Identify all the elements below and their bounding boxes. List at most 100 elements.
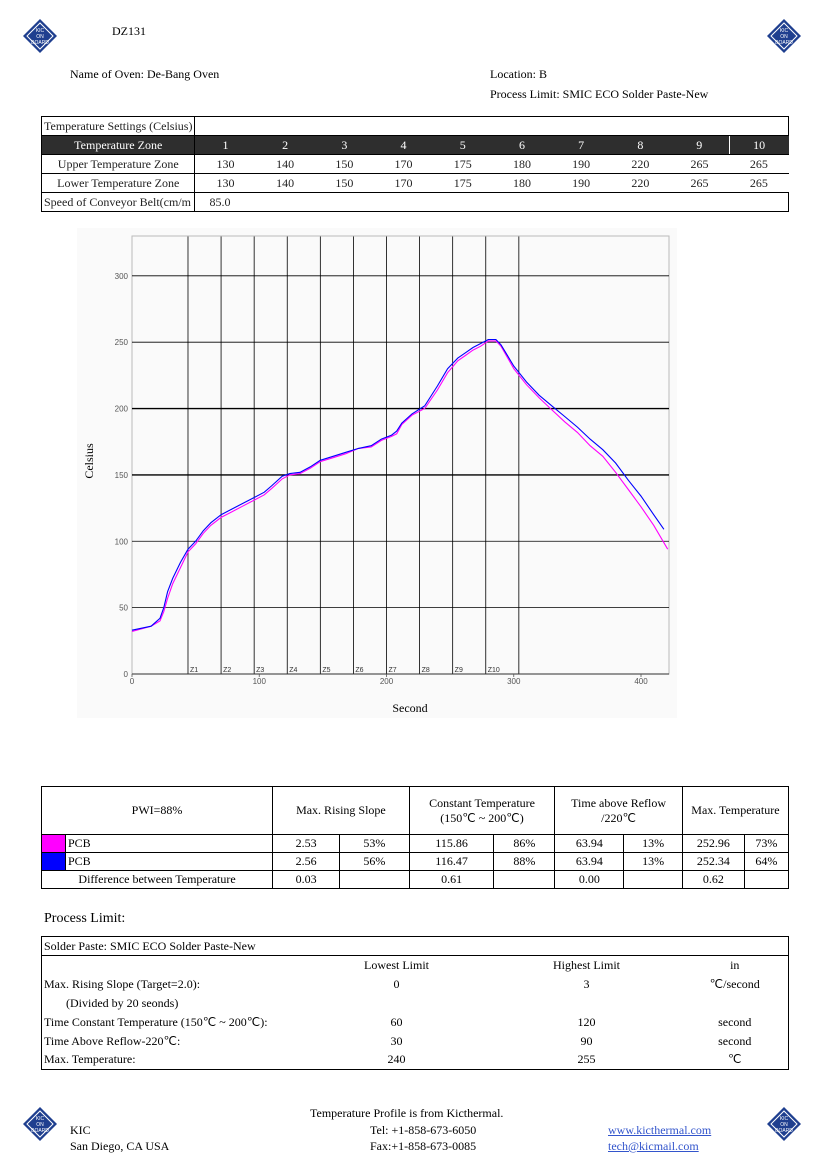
zone-label: Temperature Zone <box>40 135 196 155</box>
limit-high: 3 <box>583 976 590 991</box>
svg-text:BOARD: BOARD <box>775 1128 793 1134</box>
svg-text:ON: ON <box>780 1122 788 1128</box>
zone-cell: 3 <box>314 135 374 155</box>
kic-logo-top-left: KIC ON BOARD <box>22 18 58 54</box>
footer-company: KIC <box>70 1123 91 1137</box>
svg-text:BOARD: BOARD <box>775 40 793 46</box>
limit-low: 60 <box>390 1014 403 1029</box>
col-max: Max. Temperature <box>681 786 790 835</box>
reflow-pct: 13% <box>623 852 683 871</box>
y-tick-label: 50 <box>119 604 128 613</box>
svg-text:KIC: KIC <box>780 1116 789 1122</box>
y-tick-label: 150 <box>115 471 129 480</box>
lower-cell: 170 <box>373 173 434 193</box>
diff-max: 0.62 <box>681 870 745 889</box>
lower-cell: 265 <box>669 173 730 193</box>
slope-pct: 56% <box>339 852 410 871</box>
limit-row: Time Constant Temperature (150℃ ~ 200℃):… <box>42 1013 789 1032</box>
reflow-value: 63.94 <box>554 852 625 871</box>
limit-label: Time Constant Temperature (150℃ ~ 200℃): <box>44 1014 268 1029</box>
speed-value: 85.0 <box>194 192 789 212</box>
zone-cell: 8 <box>610 135 670 155</box>
const-value: 116.47 <box>408 852 495 871</box>
zone-cell: 9 <box>669 135 730 155</box>
series-line-magenta <box>131 340 669 633</box>
footer-website-link[interactable]: www.kicthermal.com <box>608 1123 712 1137</box>
limit-high: 120 <box>577 1014 596 1029</box>
limit-unit: second <box>718 1014 752 1029</box>
upper-cell: 140 <box>255 154 315 174</box>
upper-cell: 220 <box>610 154 670 174</box>
col-reflow-1: Time above Reflow <box>571 795 667 810</box>
svg-text:BOARD: BOARD <box>31 1128 49 1134</box>
diff-label: Difference between Temperature <box>40 870 274 889</box>
zone-label: Z10 <box>488 667 500 674</box>
diff-const: 0.61 <box>408 870 495 889</box>
y-tick-label: 300 <box>115 272 129 281</box>
max-value: 252.96 <box>681 834 745 853</box>
zone-label: Z5 <box>322 667 330 674</box>
zone-cell: 7 <box>551 135 611 155</box>
slope-pct: 53% <box>339 834 410 853</box>
limit-high: 90 <box>580 1033 593 1048</box>
zone-label: Z4 <box>289 667 297 674</box>
limit-unit: ℃ <box>728 1052 742 1067</box>
zone-cell: 4 <box>373 135 434 155</box>
const-pct: 86% <box>493 834 556 853</box>
temperature-settings-table: Temperature Settings (Celsius) Temperatu… <box>40 116 789 212</box>
lower-cell: 140 <box>255 173 315 193</box>
upper-cell: 150 <box>314 154 374 174</box>
speed-label: Speed of Conveyor Belt(cm/m <box>40 192 196 212</box>
zone-lines: Z1 Z2 Z3 Z4 Z5 Z6 Z7 Z8 Z9 Z10 <box>187 236 520 674</box>
chart-ticks: 0 50 100 150 200 250 300 0 100 200 300 400 <box>115 272 649 686</box>
row-label: PCB <box>64 852 274 871</box>
zone-cell: 2 <box>255 135 315 155</box>
logo-text-2: ON <box>36 34 44 40</box>
footer-city: San Diego, CA USA <box>70 1139 170 1153</box>
y-tick-label: 200 <box>115 405 129 414</box>
chart-grid <box>131 235 670 675</box>
x-tick-label: 300 <box>507 677 521 686</box>
svg-text:ON: ON <box>36 1122 44 1128</box>
doc-code: DZ131 <box>112 24 146 38</box>
series-line-blue <box>131 338 665 631</box>
col-const-2: (150℃ ~ 200℃) <box>440 810 524 825</box>
lower-cell: 190 <box>551 173 611 193</box>
upper-cell: 130 <box>194 154 256 174</box>
footer-email-link[interactable]: tech@kicmail.com <box>608 1139 699 1153</box>
zone-row: Temperature Zone 1 2 3 4 5 6 7 8 9 10 <box>40 135 789 155</box>
zone-cell: 5 <box>433 135 493 155</box>
const-value: 115.86 <box>408 834 495 853</box>
y-tick-label: 250 <box>115 338 129 347</box>
kic-logo-bottom-left: KIC ON BOARD <box>22 1106 58 1142</box>
kic-logo-bottom-right: KIC ON BOARD <box>766 1106 802 1142</box>
const-pct: 88% <box>493 852 556 871</box>
limit-label: Max. Temperature: <box>44 1052 136 1067</box>
lower-zone-row: Lower Temperature Zone 130 140 150 170 1… <box>40 173 789 193</box>
limit-unit: second <box>718 1033 752 1048</box>
diff-slope: 0.03 <box>272 870 341 889</box>
solder-paste: Solder Paste: SMIC ECO Solder Paste-New <box>41 936 789 956</box>
max-pct: 73% <box>743 834 790 853</box>
max-value: 252.34 <box>681 852 745 871</box>
limit-low: 240 <box>387 1052 406 1067</box>
kic-logo-top-right: KIC ON BOARD <box>766 18 802 54</box>
x-tick-label: 400 <box>634 677 648 686</box>
limit-row: Max. Rising Slope (Target=2.0): 0 3 ℃/se… <box>42 975 789 994</box>
zone-label: Z9 <box>455 667 463 674</box>
svg-text:ON: ON <box>780 34 788 40</box>
lower-cell: 265 <box>729 173 789 193</box>
limit-label: Time Above Reflow-220℃: <box>44 1033 181 1048</box>
limit-low: 30 <box>390 1033 403 1048</box>
col-const-1: Constant Temperature <box>429 795 535 810</box>
process-limit-header: Process Limit: SMIC ECO Solder Paste-New <box>490 87 709 101</box>
lower-cell: 180 <box>492 173 552 193</box>
highest-limit-header: Highest Limit <box>553 957 620 972</box>
x-tick-label: 200 <box>380 677 394 686</box>
upper-cell: 265 <box>729 154 789 174</box>
limit-row: (Divided by 20 seonds) <box>42 994 789 1013</box>
y-tick-label: 100 <box>115 537 129 546</box>
series-swatch-magenta <box>41 834 66 853</box>
row-label: PCB <box>64 834 274 853</box>
upper-cell: 175 <box>433 154 493 174</box>
